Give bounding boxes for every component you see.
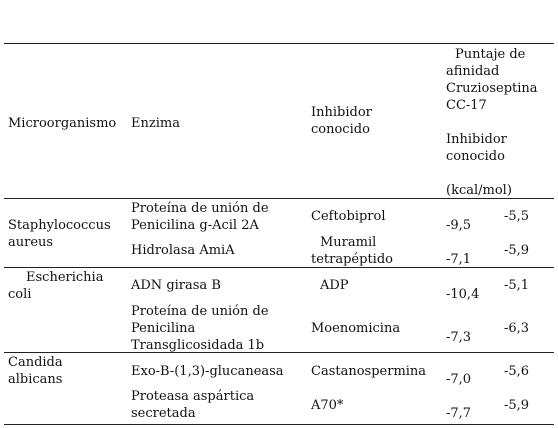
score-cruzioseptina: -9,5 bbox=[446, 218, 472, 233]
enzyme-name: Penicilina g-Acil 2A bbox=[131, 218, 259, 233]
score-known-inhibitor: -5,6 bbox=[504, 364, 530, 379]
enzyme-name: Proteína de unión de bbox=[131, 201, 269, 216]
enzyme-name: Hidrolasa AmiA bbox=[131, 243, 235, 258]
inhibitor-name: Moenomicina bbox=[311, 321, 401, 336]
score-cruzioseptina: -10,4 bbox=[446, 287, 480, 302]
enzyme-name: secretada bbox=[131, 406, 196, 421]
organism-name: albicans bbox=[8, 372, 63, 387]
organism-name: Escherichia bbox=[26, 270, 104, 285]
column-header-score: Inhibidor bbox=[446, 132, 507, 147]
organism-name: coli bbox=[8, 287, 32, 302]
column-header-score: afinidad bbox=[446, 64, 500, 79]
column-header-enzima: Enzima bbox=[131, 116, 180, 131]
enzyme-name: Exo-B-(1,3)-glucaneasa bbox=[131, 364, 284, 379]
organism-name: Staphylococcus bbox=[8, 218, 111, 233]
enzyme-name: Proteasa aspártica bbox=[131, 389, 255, 404]
organism-name: aureus bbox=[8, 235, 54, 250]
score-cruzioseptina: -7,7 bbox=[446, 406, 472, 421]
score-cruzioseptina: -7,3 bbox=[446, 330, 472, 345]
score-known-inhibitor: -6,3 bbox=[504, 321, 530, 336]
inhibitor-name: Ceftobiprol bbox=[311, 209, 386, 224]
group-divider-rule bbox=[4, 267, 554, 268]
inhibitor-name: tetrapéptido bbox=[311, 252, 393, 267]
column-header-score: Puntaje de bbox=[455, 47, 526, 62]
organism-name: Candida bbox=[8, 355, 63, 370]
score-known-inhibitor: -5,5 bbox=[504, 209, 530, 224]
column-header-score: Cruzioseptina bbox=[446, 81, 538, 96]
column-header-inhibidor: conocido bbox=[311, 122, 370, 137]
score-cruzioseptina: -7,0 bbox=[446, 372, 472, 387]
table-bottom-rule bbox=[4, 424, 554, 425]
score-cruzioseptina: -7,1 bbox=[446, 252, 472, 267]
score-known-inhibitor: -5,1 bbox=[504, 278, 530, 293]
column-header-unit: (kcal/mol) bbox=[446, 183, 512, 198]
inhibitor-name: Castanospermina bbox=[311, 364, 427, 379]
enzyme-name: Proteína de unión de bbox=[131, 304, 269, 319]
column-header-score: conocido bbox=[446, 149, 505, 164]
table-top-rule bbox=[4, 43, 554, 44]
enzyme-name: Transglicosidada 1b bbox=[131, 338, 265, 353]
column-header-inhibidor: Inhibidor bbox=[311, 105, 372, 120]
score-known-inhibitor: -5,9 bbox=[504, 398, 530, 413]
score-known-inhibitor: -5,9 bbox=[504, 243, 530, 258]
enzyme-name: Penicilina bbox=[131, 321, 196, 336]
column-header-score: CC-17 bbox=[446, 98, 487, 113]
inhibitor-name: Muramil bbox=[320, 235, 377, 250]
column-header-microorganismo: Microorganismo bbox=[8, 116, 117, 131]
header-bottom-rule bbox=[4, 198, 554, 199]
enzyme-name: ADN girasa B bbox=[131, 278, 221, 293]
inhibitor-name: A70* bbox=[311, 398, 344, 413]
inhibitor-name: ADP bbox=[320, 278, 349, 293]
group-divider-rule bbox=[4, 352, 554, 353]
